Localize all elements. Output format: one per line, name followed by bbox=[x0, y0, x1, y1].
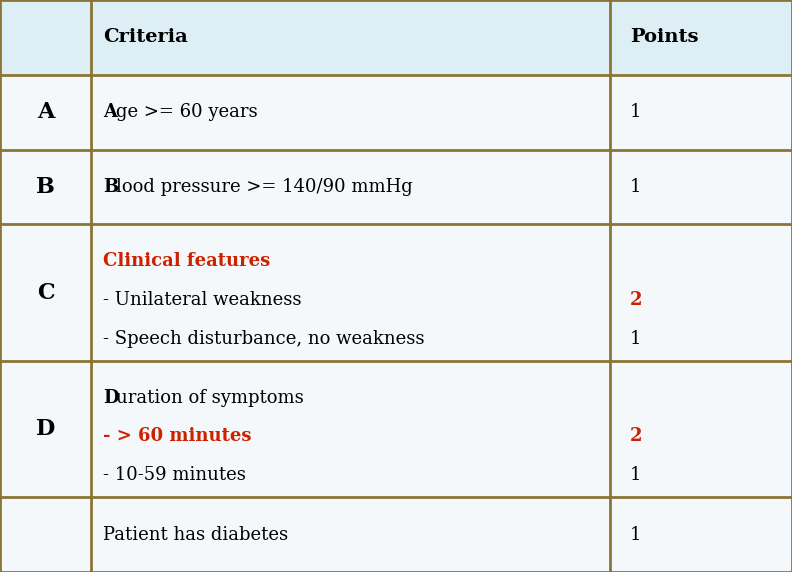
Text: 1: 1 bbox=[630, 466, 642, 484]
Text: A: A bbox=[103, 103, 117, 121]
Text: Patient has diabetes: Patient has diabetes bbox=[103, 526, 288, 543]
Bar bbox=[0, 224, 91, 361]
Bar bbox=[91, 75, 610, 150]
Text: B: B bbox=[36, 176, 55, 198]
Text: D: D bbox=[103, 388, 119, 407]
Text: 1: 1 bbox=[630, 178, 642, 196]
Text: 2: 2 bbox=[630, 291, 642, 309]
Text: uration of symptoms: uration of symptoms bbox=[116, 388, 303, 407]
Bar bbox=[91, 497, 610, 572]
Bar bbox=[91, 224, 610, 361]
Text: 1: 1 bbox=[630, 103, 642, 121]
Bar bbox=[91, 150, 610, 224]
Bar bbox=[610, 150, 792, 224]
Bar bbox=[0, 361, 91, 497]
Text: 1: 1 bbox=[630, 526, 642, 543]
Text: - > 60 minutes: - > 60 minutes bbox=[103, 427, 252, 446]
Bar bbox=[610, 75, 792, 150]
Text: A: A bbox=[37, 101, 54, 123]
Bar bbox=[91, 0, 610, 75]
Bar bbox=[0, 75, 91, 150]
Text: B: B bbox=[103, 178, 118, 196]
Text: ge >= 60 years: ge >= 60 years bbox=[116, 103, 257, 121]
Text: 2: 2 bbox=[630, 427, 642, 446]
Bar bbox=[91, 361, 610, 497]
Text: Criteria: Criteria bbox=[103, 29, 188, 46]
Text: - Speech disturbance, no weakness: - Speech disturbance, no weakness bbox=[103, 330, 425, 348]
Bar bbox=[610, 361, 792, 497]
Text: C: C bbox=[36, 281, 55, 304]
Bar bbox=[610, 497, 792, 572]
Text: Clinical features: Clinical features bbox=[103, 252, 270, 271]
Text: Points: Points bbox=[630, 29, 698, 46]
Text: 1: 1 bbox=[630, 330, 642, 348]
Bar bbox=[610, 0, 792, 75]
Text: lood pressure >= 140/90 mmHg: lood pressure >= 140/90 mmHg bbox=[116, 178, 413, 196]
Bar bbox=[0, 497, 91, 572]
Text: - Unilateral weakness: - Unilateral weakness bbox=[103, 291, 302, 309]
Bar bbox=[0, 150, 91, 224]
Bar bbox=[0, 0, 91, 75]
Bar bbox=[610, 224, 792, 361]
Text: - 10-59 minutes: - 10-59 minutes bbox=[103, 466, 246, 484]
Text: D: D bbox=[36, 418, 55, 440]
